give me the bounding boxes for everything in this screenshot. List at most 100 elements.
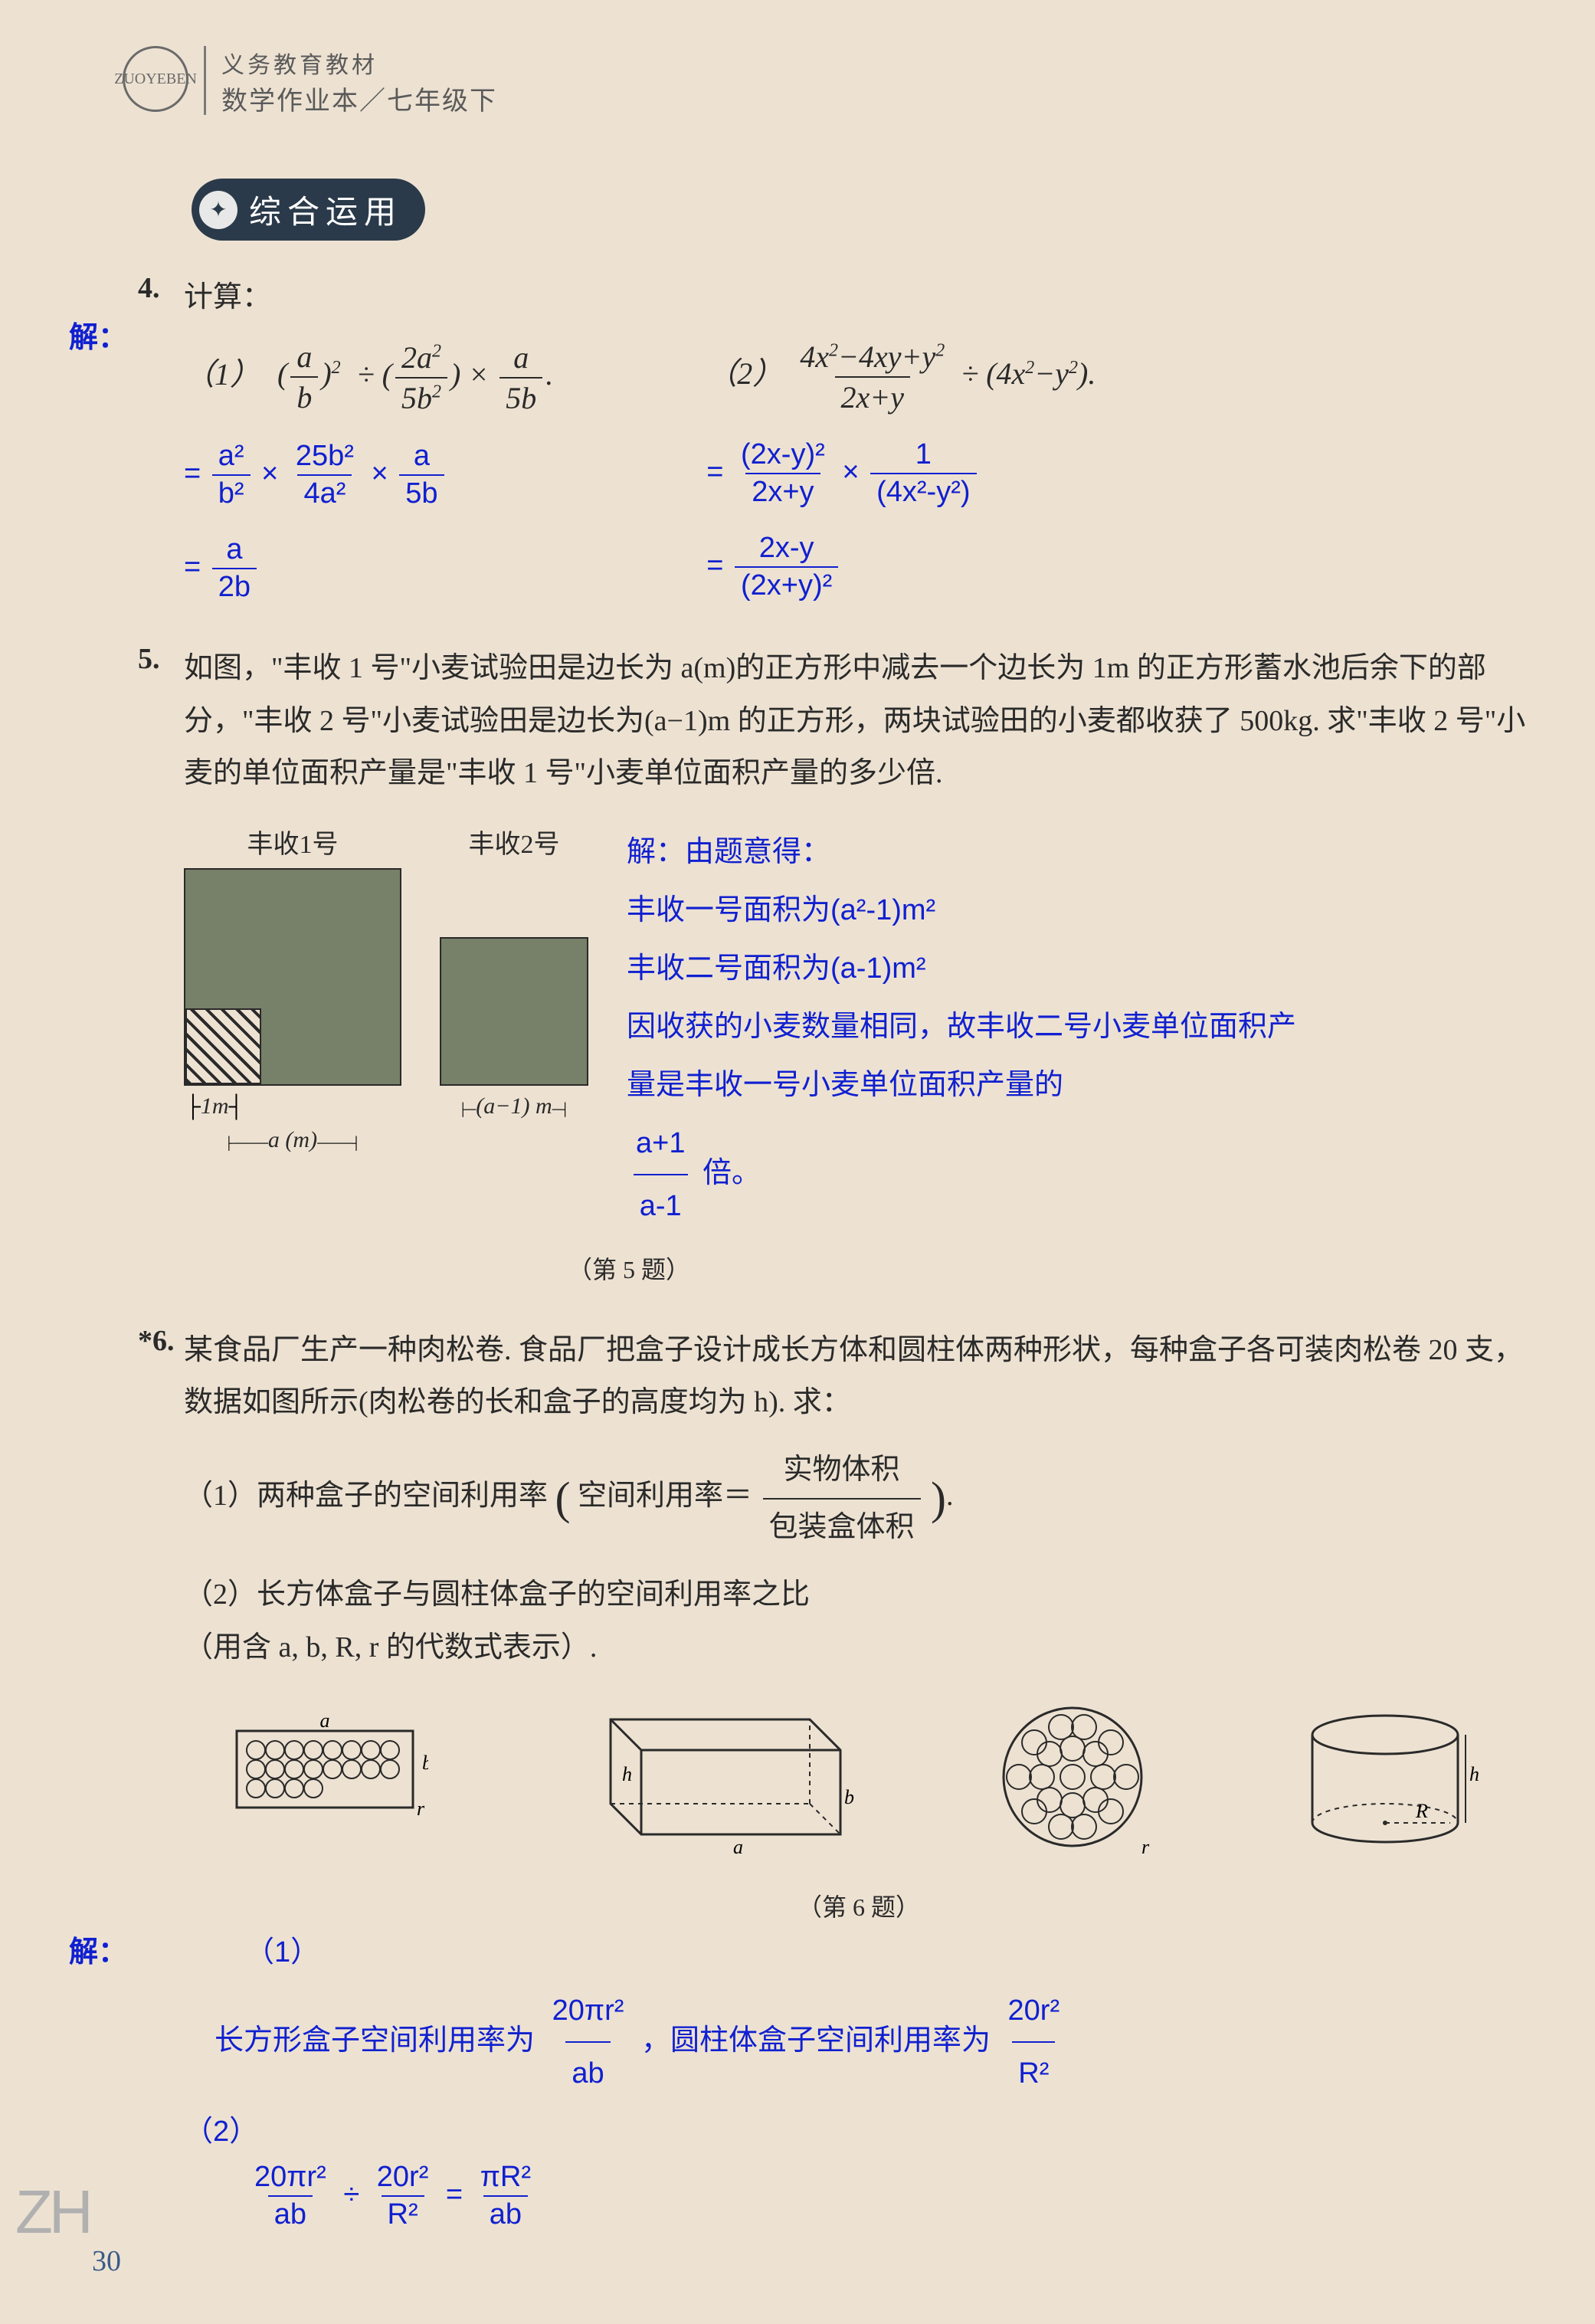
- frac-num: a: [220, 533, 248, 568]
- figure-6-caption: （第 6 题）: [184, 1888, 1534, 1923]
- label-a: a: [320, 1716, 330, 1732]
- problem-5: 5. 如图，"丰收 1 号"小麦试验田是边长为 a(m)的正方形中减去一个边长为…: [92, 642, 1534, 1285]
- problem-4-2-expr: （2） 4x2−4xy+y22x+y ÷ (4x2−y2).: [706, 339, 1096, 415]
- frac-den: (2x+y)²: [735, 566, 838, 602]
- problem-6-sub2-note: （用含 a, b, R, r 的代数式表示）.: [184, 1621, 1534, 1673]
- problem-6-sub2: （2）长方体盒子与圆柱体盒子的空间利用率之比: [184, 1568, 1534, 1621]
- solution-4-2-step1: = (2x-y)²2x+y × 1(4x²-y²): [706, 438, 1096, 509]
- dim-label: 1m: [201, 1093, 229, 1119]
- problem-6-sub1: （1）两种盒子的空间利用率 ( 空间利用率＝ 实物体积包装盒体积 ).: [184, 1444, 1534, 1553]
- figure-top-view-circle: r: [992, 1704, 1161, 1857]
- frac-den: 包装盒体积: [763, 1498, 921, 1553]
- op: ×: [261, 457, 278, 490]
- problem-6-number: *6.: [138, 1324, 175, 1358]
- sub-label: （1）: [184, 358, 260, 392]
- solution-5-l3: 丰收二号面积为(a-1)m²: [627, 939, 1316, 998]
- eq: =: [446, 2178, 463, 2211]
- section-badge: ✦ 综合运用: [192, 179, 425, 241]
- frac-den: (4x²-y²): [870, 473, 976, 509]
- frac-den: b²: [212, 474, 251, 510]
- solution-5-l1: 解：由题意得：: [627, 823, 1316, 881]
- solution-5-frac: a+1a-1 倍。: [627, 1114, 1316, 1235]
- figure-5-caption: （第 5 题）: [0, 1251, 1534, 1286]
- solution-6-p2-label: （2）: [184, 2103, 1534, 2161]
- figure-2-title: 丰收2号: [469, 823, 560, 860]
- label-a: a: [733, 1836, 743, 1857]
- problem-4: 4. 计算： 解： （1） (ab)2 ÷ (2a25b2) × a5b. = …: [92, 271, 1534, 604]
- op: ÷: [343, 2178, 359, 2211]
- frac-num: (2x-y)²: [735, 438, 831, 473]
- eq-sign: =: [184, 457, 201, 490]
- solution-6-p2: 20πr²ab ÷ 20r²R² = πR²ab: [245, 2161, 1534, 2231]
- op: ×: [372, 457, 388, 490]
- label-h: h: [622, 1763, 632, 1785]
- frac-den: R²: [1012, 2041, 1055, 2103]
- frac-num: 20πr²: [546, 1981, 630, 2041]
- frac-num: a+1: [630, 1114, 691, 1174]
- frac-num: 2x-y: [753, 532, 820, 566]
- logo-text: ZUOYEBEN: [114, 70, 197, 88]
- text: 长方形盒子空间利用率为: [215, 2024, 535, 2057]
- solution-6-p1: 长方形盒子空间利用率为 20πr²ab ，圆柱体盒子空间利用率为 20r²R²: [215, 1981, 1534, 2103]
- header-text: 义务教育教材 数学作业本／七年级下: [221, 46, 497, 117]
- label-b: b: [844, 1786, 854, 1808]
- solution-4-2-step2: = 2x-y(2x+y)²: [706, 532, 1096, 602]
- problem-5-number: 5.: [138, 642, 160, 676]
- solution-4-label: 解：: [69, 313, 127, 356]
- solution-5: 解：由题意得： 丰收一号面积为(a²-1)m² 丰收二号面积为(a-1)m² 因…: [627, 823, 1316, 1235]
- header-divider: [204, 46, 206, 115]
- field-1-box: [184, 868, 401, 1086]
- label-b: b: [422, 1752, 428, 1774]
- problem-6-text: 某食品厂生产一种肉松卷. 食品厂把盒子设计成长方体和圆柱体两种形状，每种盒子各可…: [184, 1324, 1534, 1429]
- sub-label: （2）: [706, 357, 783, 392]
- problem-6-figures: a b r h a b: [184, 1704, 1534, 1857]
- problem-5-text: 如图，"丰收 1 号"小麦试验田是边长为 a(m)的正方形中减去一个边长为 1m…: [184, 642, 1534, 799]
- eq-sign: =: [706, 549, 723, 582]
- problem-4-prompt: 计算：: [184, 271, 1534, 323]
- problem-6: *6. 某食品厂生产一种肉松卷. 食品厂把盒子设计成长方体和圆柱体两种形状，每种…: [92, 1324, 1534, 2231]
- frac-den: ab: [268, 2195, 313, 2231]
- problem-4-2: （2） 4x2−4xy+y22x+y ÷ (4x2−y2). = (2x-y)²…: [706, 339, 1096, 604]
- field-2-box: [440, 937, 588, 1086]
- frac-num: a²: [212, 440, 251, 474]
- sub1-paren: 空间利用率＝: [578, 1480, 752, 1512]
- logo-icon: ZUOYEBEN: [123, 46, 188, 112]
- frac-den: 2x+y: [745, 473, 820, 509]
- solution-4-1-step1: = a²b² × 25b²4a² × a5b: [184, 440, 553, 510]
- problem-4-subrow: （1） (ab)2 ÷ (2a25b2) × a5b. = a²b² × 25b…: [184, 339, 1534, 604]
- problem-4-1: （1） (ab)2 ÷ (2a25b2) × a5b. = a²b² × 25b…: [184, 339, 553, 604]
- label-h: h: [1469, 1763, 1479, 1785]
- eq-sign: =: [706, 456, 723, 488]
- figure-1-title: 丰收1号: [247, 823, 339, 860]
- dim-label: (a−1) m: [476, 1093, 552, 1119]
- figure-field-1: 丰收1号 ├1m┤ ├────a (m)────┤: [184, 823, 401, 1153]
- reservoir-hatch: [185, 1008, 261, 1084]
- frac-num: a: [408, 440, 436, 474]
- frac-den: R²: [382, 2195, 424, 2231]
- frac-den: 4a²: [297, 474, 352, 510]
- frac-num: 实物体积: [778, 1444, 906, 1497]
- figure-cylinder: R h: [1297, 1704, 1489, 1857]
- solution-4-1-step2: = a2b: [184, 533, 553, 604]
- frac-num: 1: [909, 438, 938, 473]
- aperture-icon: ✦: [199, 191, 237, 229]
- frac-den: 5b: [399, 474, 444, 510]
- problem-4-number: 4.: [138, 271, 160, 305]
- frac-den: a-1: [634, 1174, 688, 1235]
- op: ×: [842, 456, 859, 488]
- watermark: ZH: [15, 2177, 90, 2247]
- suffix: 倍。: [703, 1157, 761, 1189]
- figure-top-view-rect: a b r: [229, 1716, 428, 1846]
- solution-6-label: 解：: [69, 1936, 127, 1968]
- label-r: r: [417, 1798, 425, 1820]
- problem-4-1-expr: （1） (ab)2 ÷ (2a25b2) × a5b.: [184, 339, 553, 417]
- frac-den: ab: [565, 2041, 610, 2103]
- solution-6-p1-label: （1）: [245, 1936, 319, 1968]
- solution-5-l4: 因收获的小麦数量相同，故丰收二号小麦单位面积产量是丰收一号小麦单位面积产量的: [627, 998, 1316, 1114]
- frac-num: 20r²: [1002, 1981, 1066, 2041]
- frac-num: 20πr²: [248, 2161, 332, 2195]
- frac-num: πR²: [474, 2161, 537, 2195]
- problem-5-figures: 丰收1号 ├1m┤ ├────a (m)────┤ 丰收2号 ├─(a−1) m…: [184, 823, 1534, 1235]
- header-series: 义务教育教材: [221, 46, 497, 80]
- header-title: 数学作业本／七年级下: [221, 80, 497, 117]
